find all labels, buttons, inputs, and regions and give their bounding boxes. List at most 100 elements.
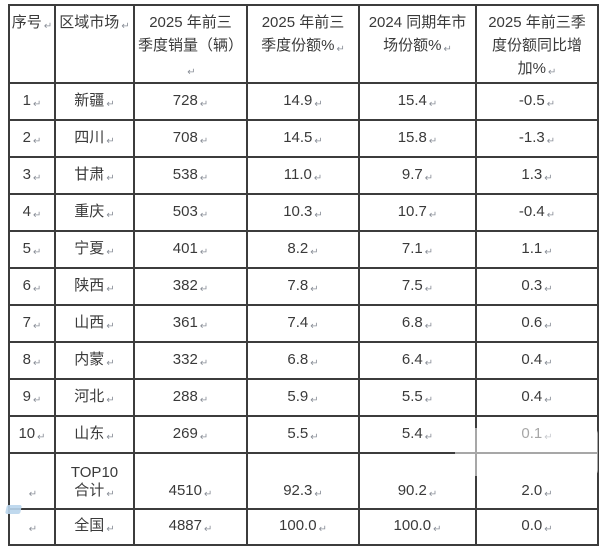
cell-share-2025: 7.4 ↵ — [246, 304, 360, 343]
cell-value: 2 — [22, 128, 31, 146]
line-break-icon: ↵ — [106, 246, 115, 258]
cell-region: 山西 ↵ — [54, 304, 135, 343]
cell-share-change: 1.1 ↵ — [475, 230, 599, 269]
cell-sales: 382 ↵ — [133, 267, 248, 306]
line-break-icon: ↵ — [544, 246, 553, 258]
cell-value: 5.9 — [287, 387, 309, 405]
cell-sales: 728 ↵ — [133, 82, 248, 121]
line-break-icon: ↵ — [199, 172, 209, 184]
cell-value: 1.3 — [521, 165, 543, 183]
cell-value: 382 — [172, 276, 198, 294]
cell-value: 0.3 — [521, 276, 543, 294]
line-break-icon: ↵ — [546, 98, 556, 110]
cell-value: 0.0 — [521, 517, 543, 534]
cell-value: -0.4 — [518, 202, 545, 220]
table-row: 5 ↵ 宁夏 ↵ 401 ↵ 8.2 ↵ 7.1 ↵ 1.1 ↵ — [8, 230, 599, 269]
cell-serial: 9 ↵ — [8, 378, 56, 417]
line-break-icon: ↵ — [547, 67, 557, 78]
cell-value: 401 — [172, 239, 198, 257]
cell-region: 陕西 ↵ — [54, 267, 135, 306]
cell-serial: ↵ — [8, 452, 56, 510]
cell-value: 1 — [22, 91, 31, 109]
line-break-icon: ↵ — [106, 135, 115, 147]
cell-serial: 1 ↵ — [8, 82, 56, 121]
col-header-label: 2025 年前三季 度份额同比增 加% — [488, 14, 586, 77]
line-break-icon: ↵ — [424, 283, 434, 295]
cell-value: 重庆 — [74, 202, 105, 220]
line-break-icon: ↵ — [32, 283, 42, 295]
col-header-share-2025: 2025 年前三 季度份额% ↵ — [246, 4, 360, 84]
line-break-icon: ↵ — [314, 209, 323, 221]
cell-value: 728 — [172, 91, 198, 109]
cell-region: 新疆 ↵ — [54, 82, 135, 121]
line-break-icon: ↵ — [203, 489, 213, 500]
line-break-icon: ↵ — [199, 135, 209, 147]
cell-value: 甘肃 — [74, 165, 105, 183]
cell-sales: 538 ↵ — [133, 156, 248, 195]
cell-value: 陕西 — [74, 276, 105, 294]
watermark-overlay — [455, 428, 598, 476]
table-row: 4 ↵ 重庆 ↵ 503 ↵ 10.3 ↵ 10.7 ↵ -0.4 ↵ — [8, 193, 599, 232]
cell-value: 6 — [22, 276, 31, 294]
cell-sales: 361 ↵ — [133, 304, 248, 343]
cell-value: 6.8 — [287, 350, 309, 368]
line-break-icon: ↵ — [314, 98, 323, 110]
cell-region: 宁夏 ↵ — [54, 230, 135, 269]
line-break-icon: ↵ — [32, 209, 42, 221]
cell-share-2025: 8.2 ↵ — [246, 230, 360, 269]
cell-value: 7.8 — [287, 276, 309, 294]
col-header-index: 序号 ↵ — [8, 4, 56, 84]
cell-value: 8 — [22, 350, 31, 368]
line-break-icon: ↵ — [199, 394, 209, 406]
cell-value: 15.8 — [397, 128, 427, 146]
cell-share-2024: 6.8 ↵ — [358, 304, 477, 343]
cell-value: 6.4 — [401, 350, 423, 368]
cell-share-2024: 5.5 ↵ — [358, 378, 477, 417]
table-row-top10-total: ↵ TOP10 合计 ↵ 4510 ↵ 92.3 ↵ 90.2 ↵ 2.0 ↵ — [8, 452, 599, 510]
line-break-icon: ↵ — [106, 524, 115, 535]
line-break-icon: ↵ — [318, 524, 327, 535]
cell-share-2024: 7.1 ↵ — [358, 230, 477, 269]
cell-serial: 10 ↵ — [8, 415, 56, 454]
col-header-label: 2024 同期年市 场份额% — [368, 14, 467, 54]
cell-value: 四川 — [74, 128, 105, 146]
table-row: 9 ↵ 河北 ↵ 288 ↵ 5.9 ↵ 5.5 ↵ 0.4 ↵ — [8, 378, 599, 417]
cell-region: 全国 ↵ — [54, 508, 135, 546]
cell-value: 8.2 — [287, 239, 309, 257]
line-break-icon: ↵ — [310, 394, 319, 406]
line-break-icon: ↵ — [106, 172, 115, 184]
col-header-sales-2025: 2025 年前三 季度销量（辆） ↵ — [133, 4, 248, 84]
line-break-icon: ↵ — [310, 246, 319, 258]
line-break-icon: ↵ — [187, 67, 196, 78]
line-break-icon: ↵ — [544, 524, 553, 535]
cell-value: 361 — [172, 313, 198, 331]
col-header-share-2024: 2024 同期年市 场份额% ↵ — [358, 4, 477, 84]
cell-sales: 332 ↵ — [133, 341, 248, 380]
line-break-icon: ↵ — [314, 489, 323, 500]
cell-value: 10 — [18, 424, 36, 442]
line-break-icon: ↵ — [424, 246, 434, 258]
cell-share-change: -0.4 ↵ — [475, 193, 599, 232]
line-break-icon: ↵ — [199, 283, 209, 295]
line-break-icon: ↵ — [544, 357, 553, 369]
line-break-icon: ↵ — [424, 320, 434, 332]
cell-value: 全国 — [74, 517, 105, 534]
table-row-national-total: ↵ 全国 ↵ 4887 ↵ 100.0 ↵ 100.0 ↵ 0.0 ↵ — [8, 508, 599, 546]
line-break-icon: ↵ — [544, 394, 553, 406]
cell-value: 7.1 — [401, 239, 423, 257]
cell-share-change: 0.6 ↵ — [475, 304, 599, 343]
table-row: 6 ↵ 陕西 ↵ 382 ↵ 7.8 ↵ 7.5 ↵ 0.3 ↵ — [8, 267, 599, 306]
cell-value: 538 — [172, 165, 198, 183]
cell-sales: 708 ↵ — [133, 119, 248, 158]
cell-serial: 6 ↵ — [8, 267, 56, 306]
cell-value: 11.0 — [283, 165, 312, 183]
table-row: 3 ↵ 甘肃 ↵ 538 ↵ 11.0 ↵ 9.7 ↵ 1.3 ↵ — [8, 156, 599, 195]
line-break-icon: ↵ — [544, 320, 553, 332]
line-break-icon: ↵ — [199, 357, 209, 369]
cell-value: 4887 — [168, 517, 202, 534]
line-break-icon: ↵ — [544, 283, 553, 295]
line-break-icon: ↵ — [32, 320, 42, 332]
col-header-label: 区域市场 — [59, 14, 120, 31]
cell-value: 9.7 — [401, 165, 423, 183]
header-row: 序号 ↵ 区域市场 ↵ 2025 年前三 季度销量（辆）↵ 2025 年前三 季度份… — [8, 4, 599, 84]
